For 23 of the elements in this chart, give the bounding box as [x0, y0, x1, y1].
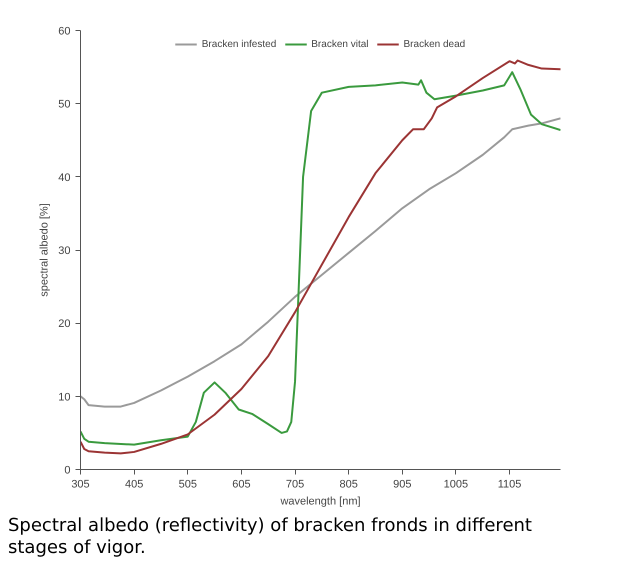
legend-label: Bracken dead	[404, 38, 466, 50]
x-tick-label: 305	[71, 478, 90, 490]
legend-label: Bracken vital	[311, 38, 369, 50]
line-series	[80, 117, 560, 408]
y-axis-title: spectral albedo [%]	[38, 203, 50, 297]
x-tick-label: 505	[178, 478, 197, 490]
x-axis-title: wavelength [nm]	[279, 496, 361, 508]
x-tick-label: 1105	[498, 478, 522, 490]
y-tick-label: 30	[58, 245, 71, 257]
text: Spectral albedo (reflectivity) of bracken fronds in different stages of vigor.	[8, 515, 533, 558]
x-tick-label: 405	[124, 478, 144, 490]
y-tick-label: 50	[58, 98, 71, 111]
y-tick-label: 20	[58, 318, 71, 330]
x-tick-label: 1005	[444, 478, 468, 490]
y-tick-label: 10	[58, 391, 71, 404]
y-tick-label: 60	[58, 26, 71, 38]
x-tick-label: 905	[393, 478, 412, 490]
y-tick-label: 40	[58, 172, 71, 184]
x-tick-label: 705	[286, 478, 304, 490]
legend-label: Bracken infested	[202, 38, 276, 50]
x-tick-label: 605	[232, 478, 251, 490]
y-tick-label: 0	[64, 464, 71, 476]
x-tick-label: 805	[339, 478, 358, 490]
